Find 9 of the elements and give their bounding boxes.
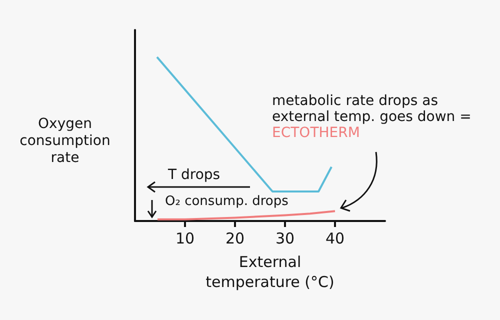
annotation: T drops <box>168 167 220 184</box>
x-axis-title: External temperature (°C) <box>204 252 336 292</box>
annotation: O₂ consump. drops <box>165 193 288 210</box>
y-axis-title: Oxygen consumption rate <box>18 116 112 167</box>
x-tick-label: 40 <box>325 230 345 248</box>
x-tick-label: 20 <box>225 230 245 248</box>
annotation: ECTOTHERM <box>272 125 360 141</box>
x-tick-label: 10 <box>175 230 195 248</box>
x-tick-label: 30 <box>275 230 295 248</box>
